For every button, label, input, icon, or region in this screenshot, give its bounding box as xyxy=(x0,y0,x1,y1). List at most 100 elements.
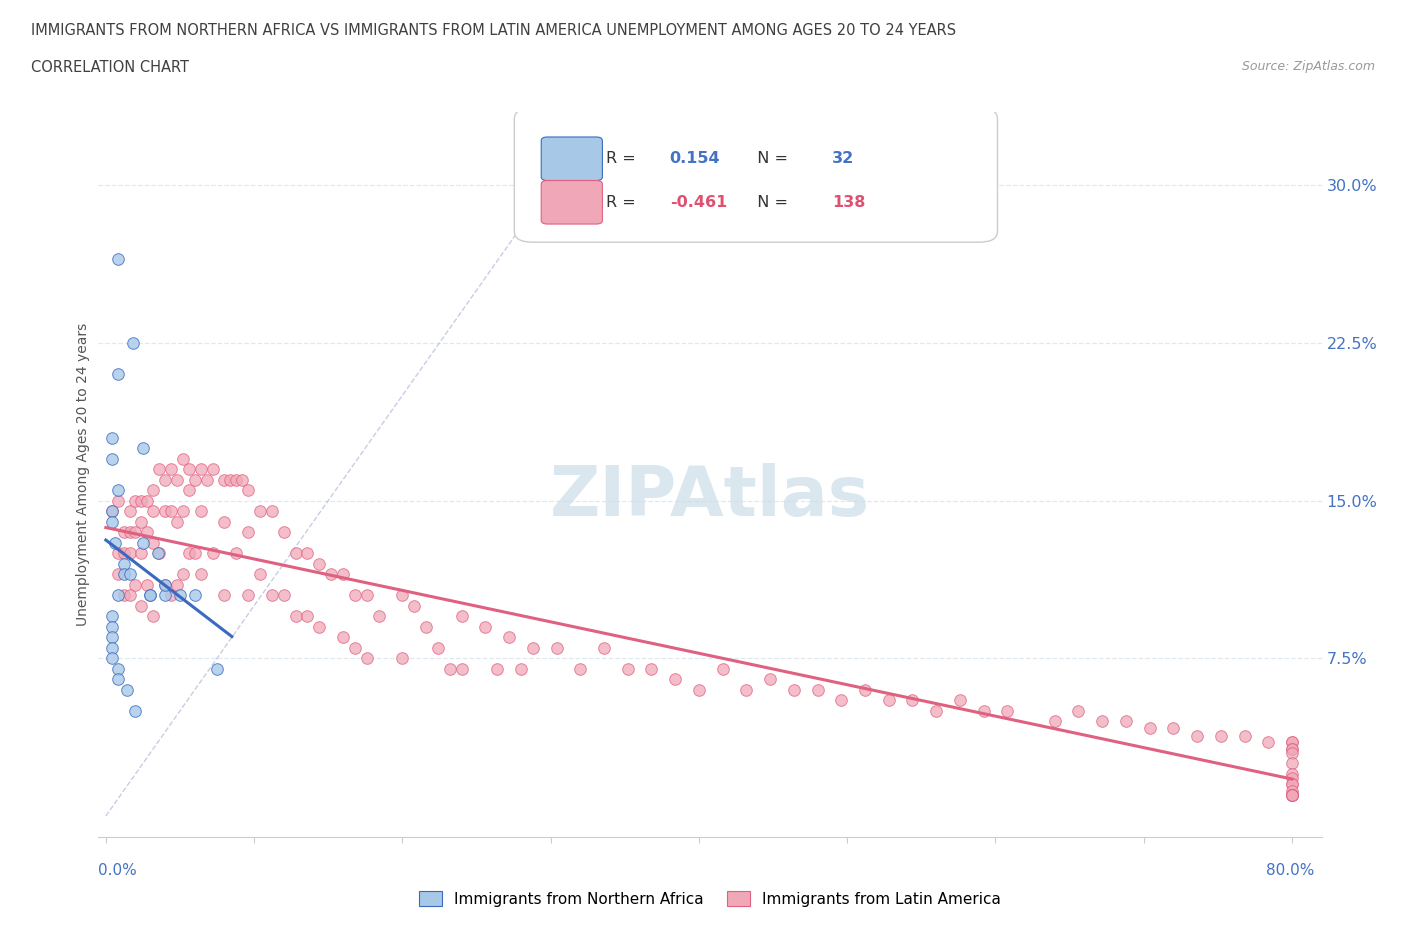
Point xyxy=(115,683,138,698)
Point xyxy=(343,641,366,656)
Point xyxy=(153,504,176,519)
Point xyxy=(973,703,995,718)
Point xyxy=(284,546,307,561)
Point xyxy=(112,525,135,539)
Point xyxy=(356,651,378,666)
Point xyxy=(100,609,122,624)
Point xyxy=(1185,728,1208,743)
Point xyxy=(238,525,260,539)
Point xyxy=(118,546,141,561)
Point xyxy=(184,588,207,603)
Point xyxy=(190,504,212,519)
Point xyxy=(1281,771,1303,786)
Point xyxy=(146,546,169,561)
Point xyxy=(112,546,135,561)
Point xyxy=(1281,741,1303,756)
Point xyxy=(118,566,141,581)
Point xyxy=(190,461,212,476)
Point xyxy=(260,588,283,603)
Point xyxy=(153,578,176,592)
Point xyxy=(450,661,472,676)
Point xyxy=(112,556,135,571)
Point xyxy=(153,578,176,592)
Point xyxy=(510,661,533,676)
Point xyxy=(1281,788,1303,803)
FancyBboxPatch shape xyxy=(541,180,602,224)
Point xyxy=(415,619,437,634)
Point xyxy=(100,504,122,519)
Point xyxy=(522,641,544,656)
Point xyxy=(100,630,122,644)
Point xyxy=(759,671,782,686)
Point xyxy=(995,703,1018,718)
Point xyxy=(136,525,159,539)
Point xyxy=(616,661,638,676)
Point xyxy=(640,661,662,676)
Point xyxy=(450,609,472,624)
Point xyxy=(391,651,413,666)
Point xyxy=(238,588,260,603)
Point xyxy=(131,493,153,508)
Point xyxy=(107,588,129,603)
Point xyxy=(166,514,188,529)
Point xyxy=(100,651,122,666)
Point xyxy=(877,693,900,708)
Point xyxy=(131,546,153,561)
Point xyxy=(118,504,141,519)
Point xyxy=(107,671,129,686)
Point xyxy=(474,619,496,634)
Point xyxy=(356,588,378,603)
Text: 80.0%: 80.0% xyxy=(1267,863,1315,878)
Text: ZIPAtlas: ZIPAtlas xyxy=(550,462,870,529)
Point xyxy=(142,535,165,550)
Point xyxy=(166,472,188,487)
Point xyxy=(1281,783,1303,798)
Point xyxy=(593,641,616,656)
Point xyxy=(273,588,295,603)
Point xyxy=(118,525,141,539)
Point xyxy=(1043,714,1066,729)
Text: 0.0%: 0.0% xyxy=(98,863,138,878)
Point xyxy=(1281,788,1303,803)
Point xyxy=(231,472,253,487)
Y-axis label: Unemployment Among Ages 20 to 24 years: Unemployment Among Ages 20 to 24 years xyxy=(76,323,90,626)
Point xyxy=(201,546,224,561)
Point xyxy=(124,703,146,718)
Point xyxy=(308,556,330,571)
Text: R =: R = xyxy=(606,152,641,166)
Point xyxy=(100,619,122,634)
Point xyxy=(1115,714,1137,729)
Point xyxy=(201,461,224,476)
Point xyxy=(107,566,129,581)
Point xyxy=(332,630,354,644)
Point xyxy=(172,451,194,466)
Text: 32: 32 xyxy=(832,152,855,166)
Point xyxy=(112,566,135,581)
Point xyxy=(100,641,122,656)
Point xyxy=(367,609,389,624)
Point xyxy=(1281,735,1303,750)
Point xyxy=(214,472,236,487)
Point xyxy=(238,483,260,498)
Point xyxy=(404,598,426,613)
Point xyxy=(1257,735,1279,750)
Text: CORRELATION CHART: CORRELATION CHART xyxy=(31,60,188,75)
Text: IMMIGRANTS FROM NORTHERN AFRICA VS IMMIGRANTS FROM LATIN AMERICA UNEMPLOYMENT AM: IMMIGRANTS FROM NORTHERN AFRICA VS IMMIG… xyxy=(31,23,956,38)
Text: 0.154: 0.154 xyxy=(669,152,720,166)
Point xyxy=(136,493,159,508)
Point xyxy=(284,609,307,624)
Point xyxy=(735,683,758,698)
Point xyxy=(308,619,330,634)
Point xyxy=(806,683,828,698)
Point xyxy=(177,546,200,561)
Point xyxy=(107,251,129,266)
Point xyxy=(664,671,686,686)
Point xyxy=(1281,756,1303,771)
Point xyxy=(169,588,191,603)
Text: 138: 138 xyxy=(832,194,866,210)
Point xyxy=(426,641,449,656)
Point xyxy=(1281,788,1303,803)
Point xyxy=(107,367,129,382)
Point xyxy=(1209,728,1232,743)
Point xyxy=(321,566,343,581)
